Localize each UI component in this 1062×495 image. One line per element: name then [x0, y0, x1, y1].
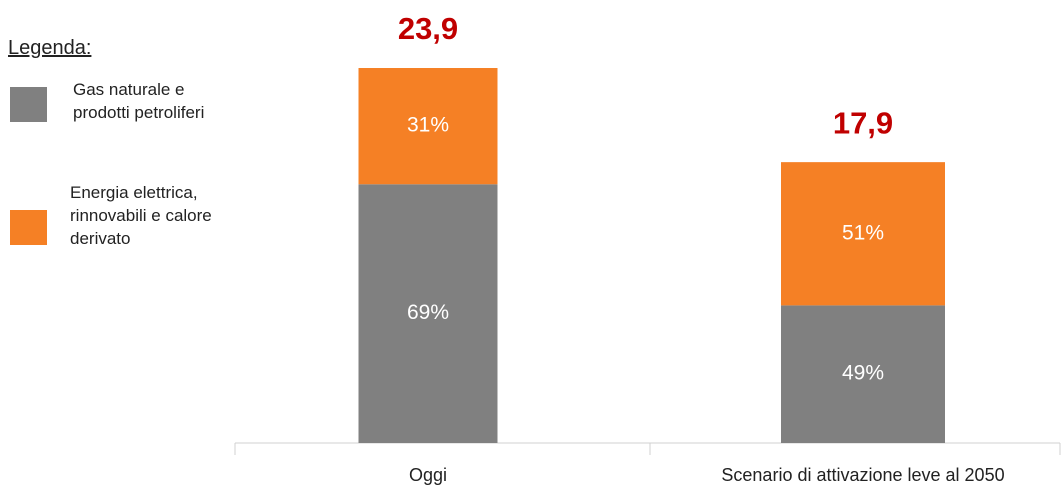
bar-segment	[358, 68, 498, 185]
legend-label: Gas naturale e prodotti petroliferi	[73, 80, 205, 122]
legend-title: Legenda:	[8, 37, 92, 59]
legend-swatch	[10, 87, 47, 122]
segment-label: 51%	[842, 221, 884, 244]
bar-segment	[358, 184, 498, 443]
total-label: 23,9	[398, 11, 458, 46]
x-tick-label: Oggi	[409, 465, 447, 485]
segment-label: 69%	[407, 301, 449, 324]
legend-swatch	[10, 210, 47, 245]
segment-label: 31%	[407, 114, 449, 137]
legend-label: Energia elettrica, rinnovabili e calore …	[70, 183, 212, 248]
x-tick-label: Scenario di attivazione leve al 2050	[721, 465, 1004, 485]
bar-segment	[781, 305, 945, 443]
segment-label: 49%	[842, 362, 884, 385]
total-label: 17,9	[833, 105, 893, 140]
bar-segment	[781, 162, 945, 306]
